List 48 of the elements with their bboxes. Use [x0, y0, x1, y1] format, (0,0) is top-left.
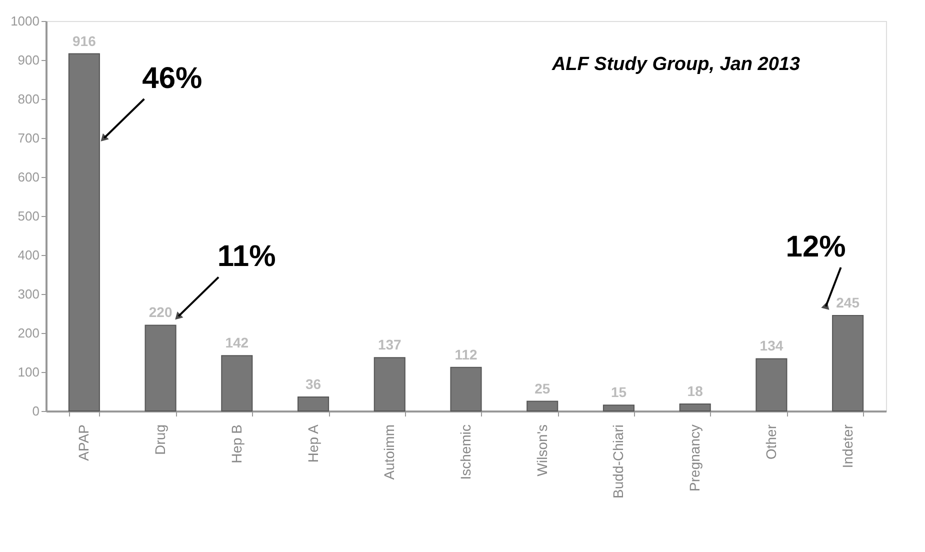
x-tick-label: Pregnancy — [686, 424, 703, 492]
data-label: 220 — [148, 304, 172, 320]
data-label: 916 — [72, 32, 96, 49]
data-label: 18 — [687, 382, 704, 399]
x-tick-label: Autoimm — [381, 424, 398, 480]
y-tick-label: 0 — [32, 404, 40, 418]
x-tick-label: Other — [762, 424, 779, 460]
x-tick-label: Hep B — [228, 424, 244, 464]
y-tick-label: 800 — [18, 92, 40, 106]
data-label: 142 — [225, 334, 249, 351]
bar — [832, 314, 864, 412]
y-tick-label: 300 — [18, 286, 40, 302]
annotation: 46% — [142, 62, 202, 95]
y-tick-label: 400 — [18, 248, 40, 262]
bar — [298, 396, 330, 412]
annotation: 12% — [786, 230, 846, 264]
x-tick-label: Drug — [152, 424, 168, 455]
bar — [450, 366, 482, 412]
y-tick-label: 600 — [18, 170, 40, 184]
bar — [679, 403, 711, 412]
bar — [756, 358, 788, 412]
x-tick-label: Wilson's — [534, 424, 550, 476]
bar — [68, 53, 100, 412]
y-tick-label: 100 — [18, 364, 40, 380]
data-label: 137 — [378, 336, 402, 353]
data-label: 15 — [610, 384, 627, 400]
y-tick-label: 200 — [18, 326, 40, 340]
x-tick-label: Indeter — [839, 424, 856, 468]
annotation: 11% — [217, 240, 276, 274]
x-tick-label: Hep A — [304, 424, 321, 463]
y-tick-label: 900 — [18, 52, 40, 68]
y-tick-label: 700 — [18, 130, 40, 146]
data-label: 134 — [760, 338, 784, 354]
bar — [374, 357, 406, 412]
bar — [526, 400, 558, 412]
x-tick-label: APAP — [76, 424, 92, 461]
y-tick-label: 500 — [18, 208, 40, 224]
y-tick-label: 1000 — [10, 14, 40, 28]
x-tick-label: Ischemic — [458, 424, 474, 480]
bar — [144, 324, 176, 412]
data-label: 36 — [305, 376, 322, 392]
data-label: 112 — [454, 346, 478, 362]
data-label: 245 — [836, 294, 860, 310]
x-tick-label: Budd-Chiari — [610, 424, 626, 498]
data-label: 25 — [534, 380, 550, 396]
bar — [221, 355, 253, 412]
bar — [602, 404, 634, 412]
annotation: ALF Study Group, Jan 2013 — [550, 54, 800, 75]
